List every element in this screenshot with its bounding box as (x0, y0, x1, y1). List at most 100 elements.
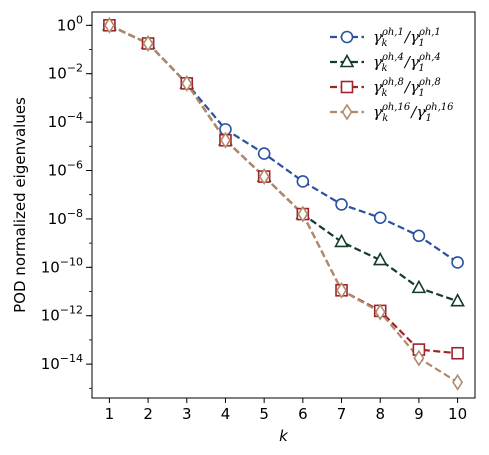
legend-sup-den: ρh,4 (418, 52, 441, 63)
y-tick-label: 10−4 (48, 110, 83, 131)
series-layer (102, 16, 465, 391)
y-tick-base: 10 (48, 65, 67, 83)
y-tick-base: 10 (48, 210, 67, 228)
y-tick-exponent: −8 (67, 207, 83, 220)
x-tick-label: 5 (259, 405, 269, 423)
x-tick-label: 6 (298, 405, 308, 423)
legend-marker (340, 80, 354, 94)
legend-label: γρh,16 k/γρh,16 1 (373, 102, 454, 124)
y-tick-label: 10−6 (48, 159, 83, 180)
y-tick-exponent: −4 (67, 110, 83, 123)
legend-entry-s4: γρh,4 k/γρh,4 1 (330, 52, 441, 74)
legend-entry-s16: γρh,16 k/γρh,16 1 (330, 102, 454, 124)
y-tick-exponent: −6 (67, 159, 83, 172)
data-point-s16 (181, 74, 193, 92)
x-tick-label: 8 (375, 405, 385, 423)
legend-sub-one: 1 (418, 38, 424, 49)
y-tick-base: 10 (41, 307, 60, 325)
data-point-s16 (452, 373, 464, 391)
y-tick-label: 10−2 (48, 62, 83, 83)
data-point-s4 (411, 279, 427, 294)
series-line-s8 (108, 24, 458, 355)
data-point-s1 (412, 229, 426, 243)
data-point-s16 (413, 349, 425, 367)
data-point-s1 (373, 211, 387, 225)
y-tick-base: 10 (57, 16, 76, 34)
data-point-s1 (451, 256, 464, 269)
legend-label: γρh,4 k/γρh,4 1 (373, 52, 441, 74)
plot-frame (91, 11, 476, 399)
y-tick-base: 10 (41, 258, 60, 276)
legend-sup-den: ρh,16 (424, 102, 454, 113)
x-tick-label: 10 (448, 405, 467, 423)
data-point-s16 (297, 205, 309, 223)
x-tick-label: 4 (221, 405, 231, 423)
legend-sub-k: k (381, 38, 387, 49)
legend-marker (341, 103, 353, 121)
legend-marker (340, 30, 354, 44)
series-s1 (108, 24, 459, 264)
series-line-s1 (108, 24, 459, 264)
legend-gamma: γ (373, 28, 382, 46)
data-point-s16 (220, 131, 231, 149)
legend-sub-one: 1 (418, 88, 424, 99)
legend-slash: /γ (403, 53, 419, 71)
legend-sub-k: k (381, 63, 387, 74)
y-tick-exponent: −10 (60, 255, 83, 268)
x-tick-label: 9 (414, 405, 424, 423)
legend-label: γρh,8 k/γρh,8 1 (373, 77, 441, 99)
y-tick-base: 10 (48, 162, 67, 180)
legend-slash: /γ (403, 78, 419, 96)
legend-sup-num: ρh,16 (381, 102, 411, 113)
series-s16 (108, 24, 459, 384)
series-s8 (108, 24, 458, 355)
data-point-s1 (335, 198, 348, 211)
legend-sup-den: ρh,8 (418, 77, 441, 88)
legend-slash: /γ (409, 103, 425, 121)
data-point-s16 (374, 303, 386, 321)
y-axis-label: POD normalized eigenvalues (11, 97, 29, 313)
x-axis-ticks: 1 2 3 4 5 6 7 8 9 10 (105, 398, 467, 423)
data-point-s4 (372, 251, 388, 266)
legend-sub-k: k (381, 88, 387, 99)
y-tick-label: 10−12 (41, 304, 83, 325)
y-tick-label: 10−8 (48, 207, 83, 228)
legend-sup-den: ρh,1 (418, 27, 441, 38)
legend-sub-one: 1 (418, 63, 424, 74)
series-markers-s16 (103, 16, 464, 391)
data-point-s1 (257, 147, 271, 160)
data-point-s8 (451, 346, 464, 360)
data-point-s1 (296, 175, 310, 188)
x-tick-label: 2 (143, 405, 153, 423)
legend-sup-num: ρh,4 (381, 52, 404, 63)
data-point-s16 (336, 281, 347, 299)
x-tick-label: 7 (337, 405, 347, 423)
legend-label: γρh,1 k/γρh,1 1 (373, 27, 441, 49)
y-tick-label: 10−14 (41, 352, 83, 373)
legend-gamma: γ (373, 53, 382, 71)
legend-sup-num: ρh,8 (381, 77, 404, 88)
y-tick-exponent: −2 (67, 62, 83, 75)
legend-entry-s1: γρh,1 k/γρh,1 1 (330, 27, 441, 49)
y-tick-exponent: 0 (76, 13, 83, 26)
y-tick-label: 100 (57, 13, 83, 34)
y-tick-base: 10 (41, 355, 60, 373)
data-point-s4 (334, 233, 349, 248)
data-point-s16 (103, 16, 115, 34)
x-axis-label: k (279, 427, 289, 445)
legend-sup-num: ρh,1 (381, 27, 404, 38)
legend-marker (339, 53, 355, 68)
y-tick-base: 10 (48, 113, 67, 131)
x-tick-label: 1 (105, 405, 115, 423)
y-tick-label: 10−10 (41, 255, 83, 276)
data-point-s16 (142, 34, 154, 52)
legend-gamma: γ (373, 78, 382, 96)
data-point-s16 (258, 168, 270, 186)
x-tick-label: 3 (182, 405, 192, 423)
legend-slash: /γ (403, 28, 419, 46)
y-tick-exponent: −14 (60, 352, 83, 365)
legend-sub-one: 1 (426, 113, 432, 124)
